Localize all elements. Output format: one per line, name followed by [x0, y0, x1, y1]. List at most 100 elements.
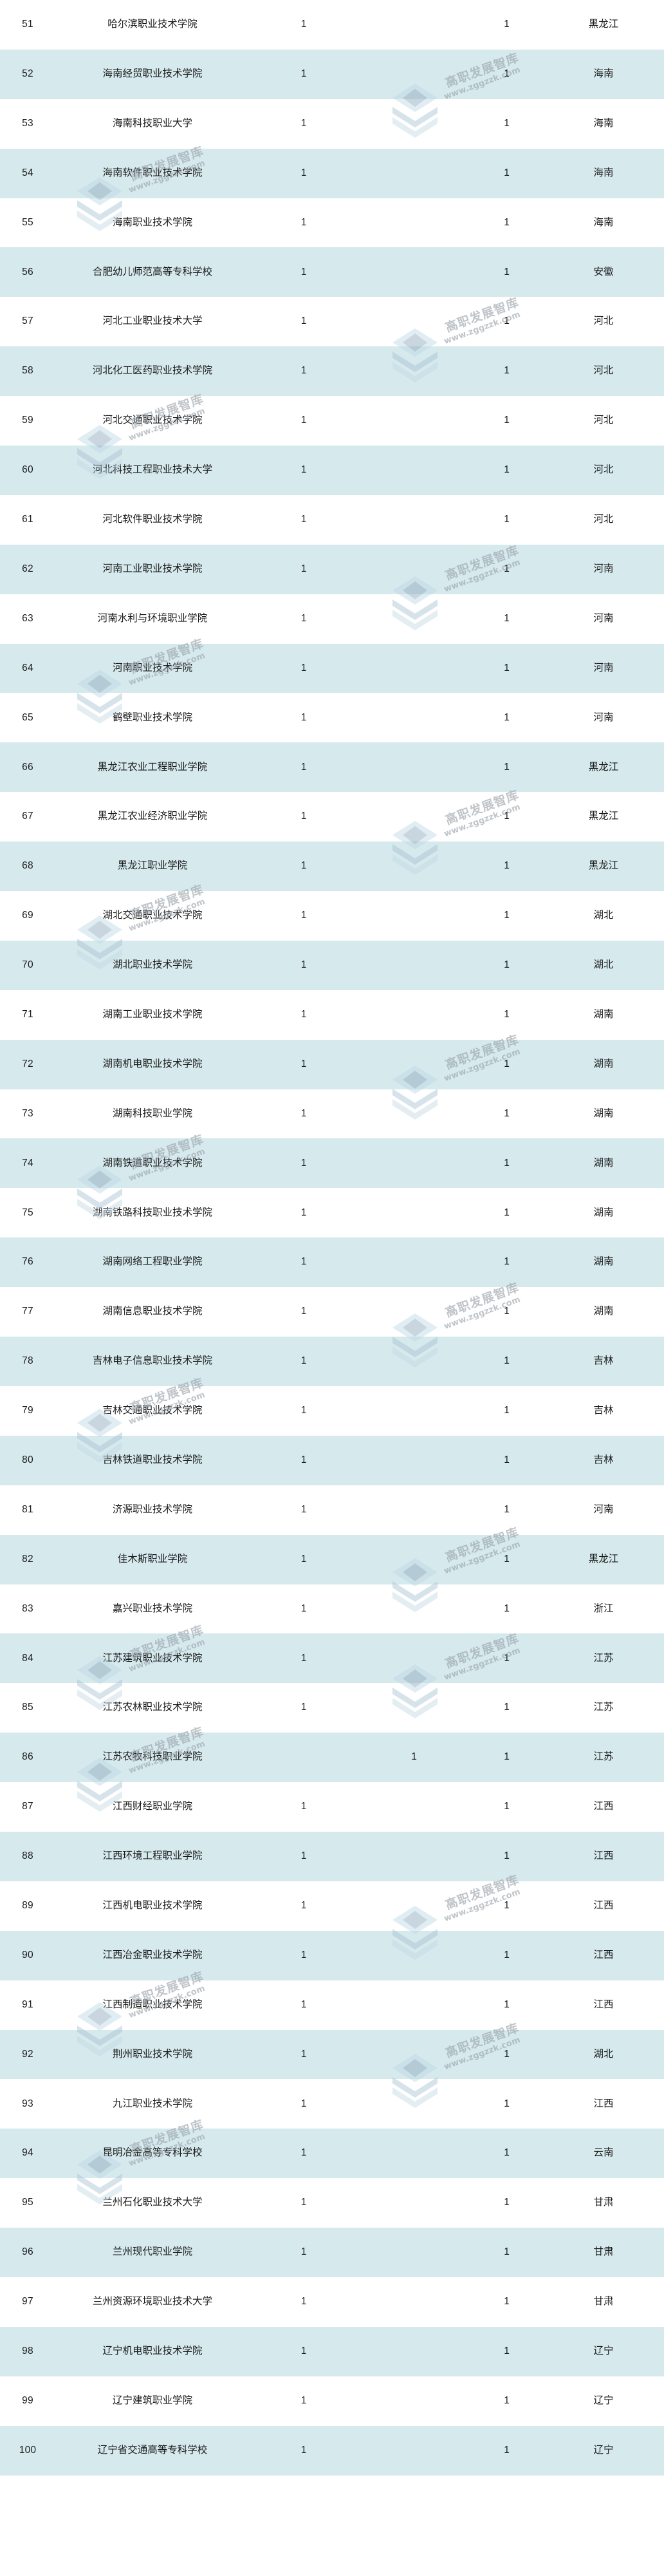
cell-province: 河北	[593, 464, 614, 476]
cell-metric-a: 1	[300, 910, 307, 921]
table-row[interactable]: 96 兰州现代职业学院 1 1 甘肃	[0, 2228, 664, 2277]
cell-school-name: 辽宁省交通高等专科学校	[97, 2444, 208, 2456]
table-row[interactable]: 51 哈尔滨职业技术学院 1 1 黑龙江	[0, 0, 664, 50]
cell-metric-a: 1	[300, 1503, 307, 1515]
cell-province: 江苏	[593, 1702, 614, 1713]
cell-metric-b	[358, 1386, 470, 1436]
cell-metric-c: 1	[504, 2147, 510, 2159]
table-row[interactable]: 86 江苏农牧科技职业学院 1 1 江苏	[0, 1733, 664, 1783]
cell-metric-c: 1	[504, 1652, 510, 1664]
cell-metric-c: 1	[504, 2444, 510, 2456]
table-row[interactable]: 99 辽宁建筑职业学院 1 1 辽宁	[0, 2376, 664, 2426]
cell-metric-c: 1	[504, 2098, 510, 2109]
table-row[interactable]: 74 湖南铁道职业技术学院 1 1 湖南	[0, 1138, 664, 1189]
table-row[interactable]: 76 湖南网络工程职业学院 1 1 湖南	[0, 1237, 664, 1288]
table-row[interactable]: 100 辽宁省交通高等专科学校 1 1 辽宁	[0, 2425, 664, 2476]
cell-metric-c: 1	[504, 1058, 510, 1069]
cell-metric-c: 1	[504, 1454, 510, 1465]
table-row[interactable]: 92 荆州职业技术学院 1 1 湖北	[0, 2029, 664, 2080]
table-row[interactable]: 97 兰州资源环境职业技术大学 1 1 甘肃	[0, 2277, 664, 2327]
table-row[interactable]: 81 济源职业技术学院 1 1 河南	[0, 1485, 664, 1535]
cell-school-name: 海南经贸职业技术学院	[102, 68, 203, 80]
cell-rank: 64	[22, 662, 33, 673]
cell-province: 海南	[593, 167, 614, 178]
table-row[interactable]: 84 江苏建筑职业技术学院 1 1 江苏	[0, 1633, 664, 1684]
table-row[interactable]: 67 黑龙江农业经济职业学院 1 1 黑龙江	[0, 792, 664, 842]
cell-province: 江西	[593, 1850, 614, 1862]
table-row[interactable]: 90 江西冶金职业技术学院 1 1 江西	[0, 1930, 664, 1980]
cell-province: 湖北	[593, 910, 614, 921]
cell-metric-b	[358, 1040, 470, 1089]
cell-school-name: 江苏建筑职业技术学院	[102, 1652, 203, 1664]
table-row[interactable]: 73 湖南科技职业学院 1 1 湖南	[0, 1089, 664, 1139]
cell-rank: 78	[22, 1355, 33, 1367]
table-row[interactable]: 52 海南经贸职业技术学院 1 1 海南	[0, 49, 664, 99]
cell-province: 黑龙江	[588, 19, 619, 30]
cell-province: 湖北	[593, 959, 614, 971]
table-row[interactable]: 60 河北科技工程职业技术大学 1 1 河北	[0, 446, 664, 495]
table-row[interactable]: 56 合肥幼儿师范高等专科学校 1 1 安徽	[0, 247, 664, 297]
cell-metric-c: 1	[504, 1998, 510, 2010]
cell-school-name: 黑龙江职业学院	[117, 860, 188, 872]
cell-province: 河北	[593, 514, 614, 525]
table-row[interactable]: 87 江西财经职业学院 1 1 江西	[0, 1782, 664, 1832]
table-row[interactable]: 70 湖北职业技术学院 1 1 湖北	[0, 940, 664, 990]
table-row[interactable]: 82 佳木斯职业学院 1 1 黑龙江	[0, 1534, 664, 1584]
table-row[interactable]: 91 江西制造职业技术学院 1 1 江西	[0, 1980, 664, 2030]
table-row[interactable]: 54 海南软件职业技术学院 1 1 海南	[0, 148, 664, 198]
table-row[interactable]: 65 鹤壁职业技术学院 1 1 河南	[0, 693, 664, 743]
cell-school-name: 江西机电职业技术学院	[102, 1899, 203, 1911]
table-row[interactable]: 83 嘉兴职业技术学院 1 1 浙江	[0, 1584, 664, 1634]
cell-province: 辽宁	[593, 2394, 614, 2406]
table-row[interactable]: 98 辽宁机电职业技术学院 1 1 辽宁	[0, 2326, 664, 2376]
cell-metric-c: 1	[504, 1503, 510, 1515]
cell-province: 河北	[593, 365, 614, 377]
table-row[interactable]: 80 吉林铁道职业技术学院 1 1 吉林	[0, 1435, 664, 1485]
cell-rank: 75	[22, 1207, 33, 1218]
cell-metric-b	[358, 2030, 470, 2080]
cell-province: 黑龙江	[588, 761, 619, 773]
table-row[interactable]: 89 江西机电职业技术学院 1 1 江西	[0, 1881, 664, 1931]
cell-metric-a: 1	[300, 1949, 307, 1960]
table-row[interactable]: 94 昆明冶金高等专科学校 1 1 云南	[0, 2129, 664, 2179]
table-row[interactable]: 78 吉林电子信息职业技术学院 1 1 吉林	[0, 1337, 664, 1386]
table-row[interactable]: 75 湖南铁路科技职业技术学院 1 1 湖南	[0, 1188, 664, 1238]
table-row[interactable]: 79 吉林交通职业技术学院 1 1 吉林	[0, 1386, 664, 1436]
cell-metric-b	[358, 2277, 470, 2327]
table-row[interactable]: 55 海南职业技术学院 1 1 海南	[0, 198, 664, 248]
cell-school-name: 鹤壁职业技术学院	[112, 711, 192, 723]
cell-rank: 62	[22, 563, 33, 574]
cell-metric-c: 1	[504, 1355, 510, 1367]
cell-metric-b	[358, 1584, 470, 1634]
table-row[interactable]: 69 湖北交通职业技术学院 1 1 湖北	[0, 891, 664, 941]
table-row[interactable]: 93 九江职业技术学院 1 1 江西	[0, 2079, 664, 2129]
table-row[interactable]: 66 黑龙江农业工程职业学院 1 1 黑龙江	[0, 742, 664, 793]
table-row[interactable]: 62 河南工业职业技术学院 1 1 河南	[0, 544, 664, 594]
cell-rank: 89	[22, 1899, 33, 1911]
table-row[interactable]: 63 河南水利与环境职业学院 1 1 河南	[0, 594, 664, 644]
table-row[interactable]: 58 河北化工医药职业技术学院 1 1 河北	[0, 346, 664, 397]
table-row[interactable]: 59 河北交通职业技术学院 1 1 河北	[0, 396, 664, 446]
table-row[interactable]: 64 河南职业技术学院 1 1 河南	[0, 643, 664, 693]
table-row[interactable]: 53 海南科技职业大学 1 1 海南	[0, 99, 664, 149]
table-row[interactable]: 77 湖南信息职业技术学院 1 1 湖南	[0, 1287, 664, 1337]
cell-metric-a: 1	[300, 266, 307, 277]
table-row[interactable]: 72 湖南机电职业技术学院 1 1 湖南	[0, 1039, 664, 1089]
table-row[interactable]: 95 兰州石化职业技术大学 1 1 甘肃	[0, 2178, 664, 2228]
cell-metric-a: 1	[300, 1899, 307, 1911]
table-row[interactable]: 85 江苏农林职业技术学院 1 1 江苏	[0, 1683, 664, 1733]
cell-province: 湖南	[593, 1256, 614, 1268]
table-row[interactable]: 57 河北工业职业技术大学 1 1 河北	[0, 297, 664, 347]
cell-province: 湖南	[593, 1107, 614, 1119]
cell-school-name: 辽宁机电职业技术学院	[102, 2346, 203, 2356]
cell-metric-a: 1	[300, 1107, 307, 1119]
cell-metric-b	[358, 396, 470, 446]
table-row[interactable]: 88 江西环境工程职业学院 1 1 江西	[0, 1831, 664, 1881]
table-row[interactable]: 61 河北软件职业技术学院 1 1 河北	[0, 494, 664, 545]
cell-metric-b	[358, 1931, 470, 1980]
cell-metric-c: 1	[504, 266, 510, 277]
table-row[interactable]: 71 湖南工业职业技术学院 1 1 湖南	[0, 990, 664, 1040]
table-row[interactable]: 68 黑龙江职业学院 1 1 黑龙江	[0, 841, 664, 892]
cell-school-name: 湖北交通职业技术学院	[102, 910, 203, 921]
cell-metric-c: 1	[504, 1702, 510, 1713]
